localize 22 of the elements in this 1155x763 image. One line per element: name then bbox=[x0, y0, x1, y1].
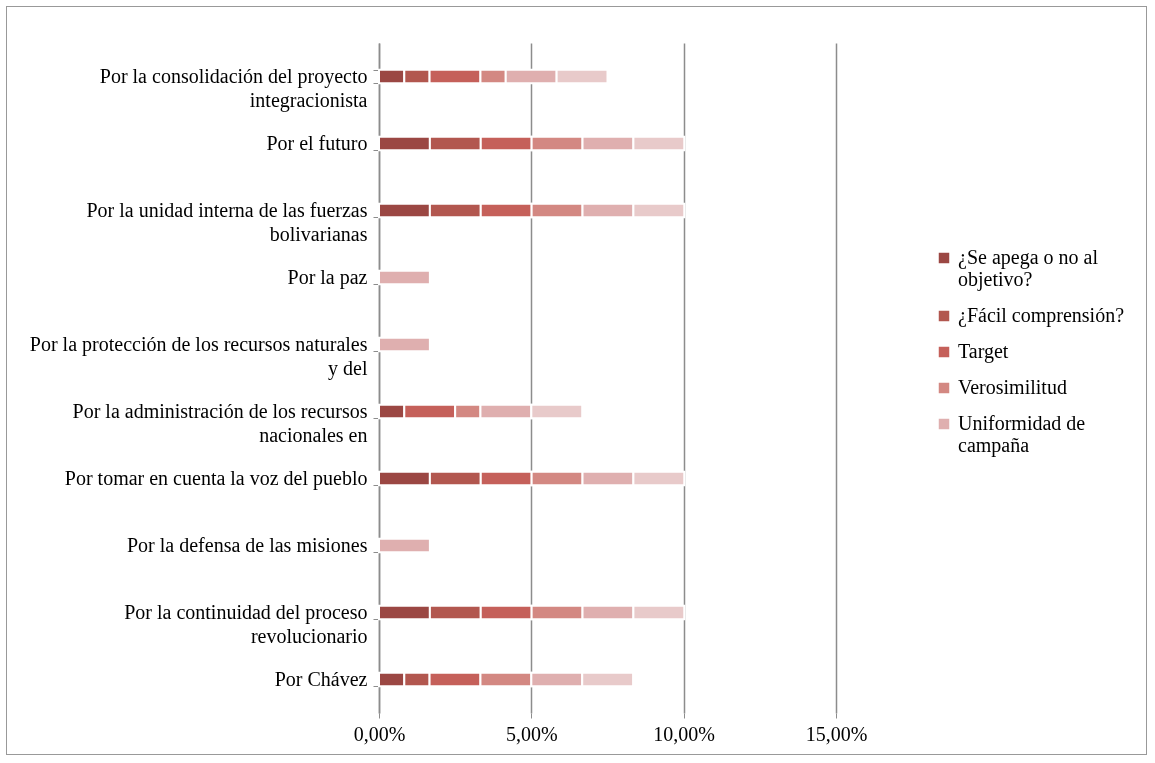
x-tick-label: 0,00% bbox=[353, 722, 406, 745]
bar bbox=[378, 269, 431, 286]
x-tick-label: 5,00% bbox=[506, 722, 558, 745]
x-tick-label: 15,00% bbox=[805, 722, 868, 745]
y-tick-label: Por la defensa de las misiones bbox=[127, 534, 368, 556]
legend-label: Verosimilitud bbox=[958, 376, 1067, 398]
legend-label: ¿Fácil comprensión? bbox=[958, 304, 1125, 327]
legend-label: ¿Se apega o no al objetivo? bbox=[958, 246, 1099, 291]
y-tick-label: Por la unidad interna de las fuerzas bolivarianas bbox=[86, 199, 368, 245]
y-tick-label: Por tomar en cuenta la voz del pueblo bbox=[64, 467, 368, 490]
legend-label: Uniformidad de campaña bbox=[958, 412, 1086, 457]
y-tick-label: Por la paz bbox=[287, 266, 368, 289]
y-tick-label: Por la protección de los recursos naturales y del bbox=[29, 333, 368, 380]
y-tick-label: Por la administración de los recursos nacionales en bbox=[72, 400, 368, 446]
y-tick-label: Por la consolidación del proyecto integracionista bbox=[99, 65, 368, 112]
y-tick-label: Por Chávez bbox=[274, 668, 368, 690]
y-tick-label: Por el futuro bbox=[266, 132, 368, 154]
x-tick-label: 10,00% bbox=[653, 722, 715, 745]
bar bbox=[378, 537, 431, 554]
y-tick-label: Por la continuidad del proceso revolucionario bbox=[124, 601, 368, 647]
bar bbox=[378, 336, 431, 353]
legend-label: Target bbox=[958, 340, 1009, 363]
